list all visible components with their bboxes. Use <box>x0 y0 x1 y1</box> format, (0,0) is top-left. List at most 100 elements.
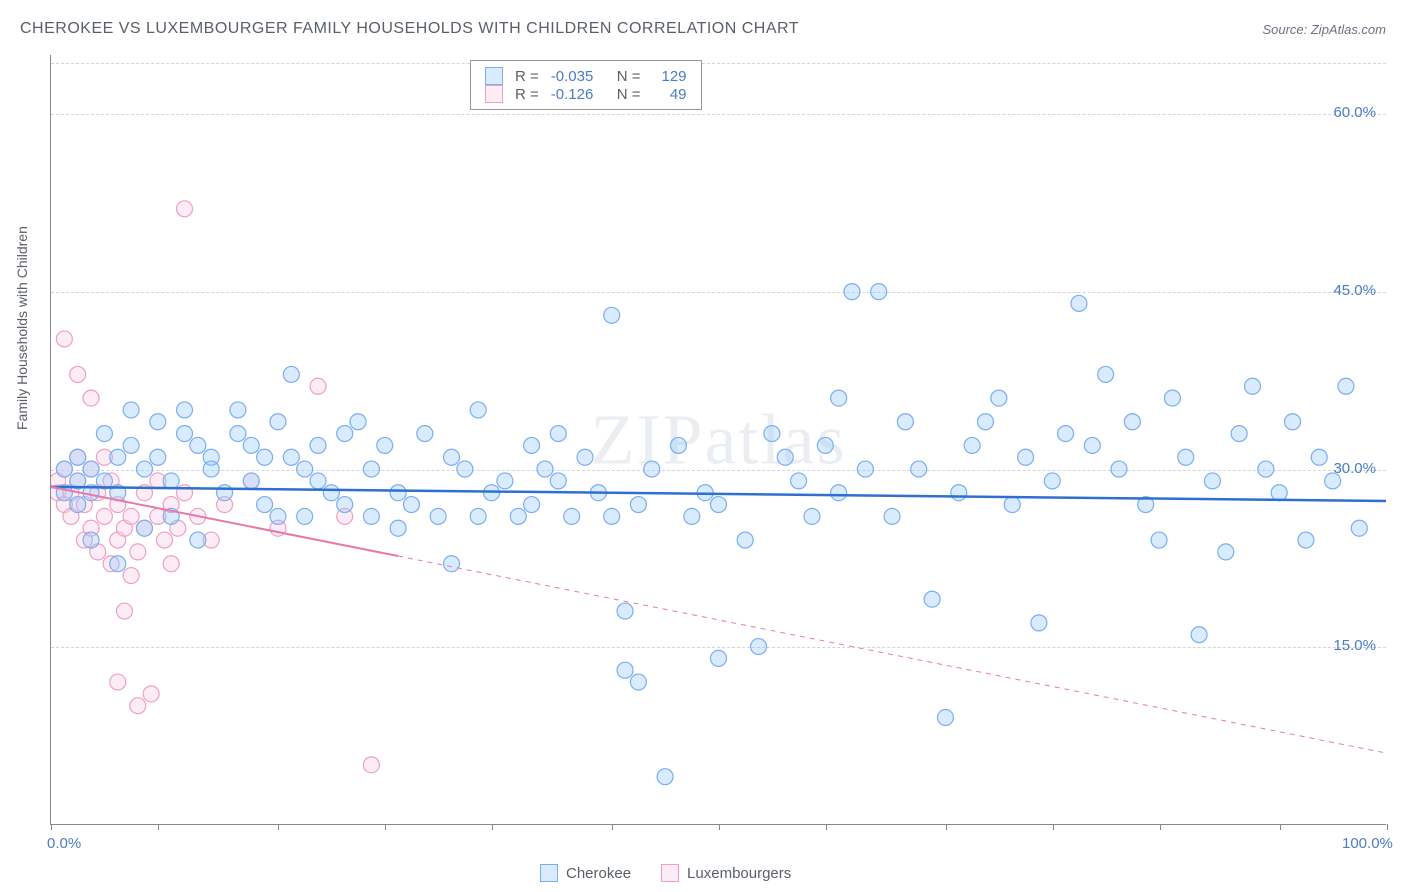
data-point <box>217 485 233 501</box>
data-point <box>116 603 132 619</box>
data-point <box>657 769 673 785</box>
data-point <box>524 497 540 513</box>
data-point <box>96 508 112 524</box>
x-tick-mark <box>1387 824 1388 830</box>
data-point <box>617 662 633 678</box>
x-tick-mark <box>1160 824 1161 830</box>
data-point <box>257 497 273 513</box>
x-tick-mark <box>946 824 947 830</box>
data-point <box>1311 449 1327 465</box>
data-point <box>978 414 994 430</box>
legend-r-label: R = <box>515 86 539 103</box>
data-point <box>96 426 112 442</box>
legend-swatch <box>485 67 503 85</box>
trend-line-extrapolated <box>398 556 1386 753</box>
data-point <box>951 485 967 501</box>
data-point <box>1044 473 1060 489</box>
x-tick-mark <box>492 824 493 830</box>
data-point <box>497 473 513 489</box>
data-point <box>337 426 353 442</box>
data-point <box>110 449 126 465</box>
data-point <box>323 485 339 501</box>
data-point <box>190 532 206 548</box>
legend-swatch <box>661 864 679 882</box>
data-point <box>56 461 72 477</box>
data-point <box>310 473 326 489</box>
data-point <box>177 426 193 442</box>
data-point <box>537 461 553 477</box>
data-point <box>1218 544 1234 560</box>
data-point <box>136 520 152 536</box>
data-point <box>1204 473 1220 489</box>
data-point <box>831 390 847 406</box>
data-point <box>417 426 433 442</box>
data-point <box>1258 461 1274 477</box>
data-point <box>123 568 139 584</box>
data-point <box>1351 520 1367 536</box>
data-point <box>1098 366 1114 382</box>
data-point <box>470 402 486 418</box>
data-point <box>831 485 847 501</box>
data-point <box>871 284 887 300</box>
data-point <box>297 508 313 524</box>
data-point <box>390 485 406 501</box>
legend-n-value: 129 <box>653 68 687 85</box>
data-point <box>764 426 780 442</box>
data-point <box>524 437 540 453</box>
legend-r-label: R = <box>515 68 539 85</box>
data-point <box>684 508 700 524</box>
source-link[interactable]: ZipAtlas.com <box>1311 22 1386 37</box>
data-point <box>1018 449 1034 465</box>
data-point <box>1285 414 1301 430</box>
data-point <box>1031 615 1047 631</box>
x-tick-mark <box>612 824 613 830</box>
data-point <box>177 402 193 418</box>
data-point <box>270 414 286 430</box>
data-point <box>363 508 379 524</box>
data-point <box>190 437 206 453</box>
data-point <box>150 414 166 430</box>
data-point <box>964 437 980 453</box>
data-point <box>911 461 927 477</box>
data-point <box>1298 532 1314 548</box>
data-point <box>377 437 393 453</box>
legend-n-value: 49 <box>653 86 687 103</box>
data-point <box>203 461 219 477</box>
data-point <box>510 508 526 524</box>
data-point <box>884 508 900 524</box>
data-point <box>711 497 727 513</box>
data-point <box>1325 473 1341 489</box>
data-point <box>444 556 460 572</box>
data-point <box>143 686 159 702</box>
x-tick-label: 0.0% <box>47 835 81 852</box>
data-point <box>711 650 727 666</box>
data-point <box>1178 449 1194 465</box>
data-point <box>777 449 793 465</box>
data-point <box>177 201 193 217</box>
data-point <box>403 497 419 513</box>
data-point <box>1071 295 1087 311</box>
data-point <box>1151 532 1167 548</box>
data-point <box>670 437 686 453</box>
data-point <box>163 556 179 572</box>
data-point <box>83 461 99 477</box>
data-point <box>897 414 913 430</box>
data-point <box>470 508 486 524</box>
legend-r-value: -0.126 <box>551 86 605 103</box>
data-point <box>123 437 139 453</box>
data-point <box>110 674 126 690</box>
data-point <box>156 532 172 548</box>
data-point <box>257 449 273 465</box>
data-point <box>1231 426 1247 442</box>
data-point <box>617 603 633 619</box>
legend-swatch <box>485 85 503 103</box>
x-tick-label: 100.0% <box>1342 835 1393 852</box>
data-point <box>310 437 326 453</box>
data-point <box>123 508 139 524</box>
data-point <box>363 461 379 477</box>
data-point <box>243 473 259 489</box>
data-point <box>297 461 313 477</box>
data-point <box>163 473 179 489</box>
data-point <box>804 508 820 524</box>
data-point <box>1338 378 1354 394</box>
